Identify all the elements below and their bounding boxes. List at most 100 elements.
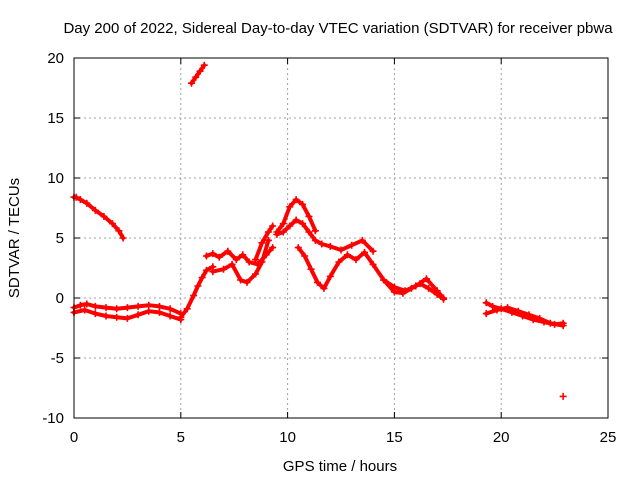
x-tick-label: 10	[279, 429, 296, 446]
data-point	[422, 275, 430, 283]
data-point	[123, 304, 131, 312]
data-point	[337, 246, 345, 254]
data-point	[311, 227, 319, 235]
series-arc-h	[273, 196, 319, 236]
data-point	[273, 230, 281, 238]
y-tick-label: 5	[56, 230, 64, 247]
data-point	[134, 311, 142, 319]
data-point	[83, 199, 91, 207]
series-arc-f	[209, 236, 272, 286]
data-point	[279, 220, 287, 228]
grid-lines	[74, 58, 608, 418]
data-point	[482, 310, 490, 318]
data-point	[401, 287, 409, 295]
data-point	[76, 301, 84, 309]
data-point	[192, 73, 200, 81]
data-point	[202, 266, 210, 274]
data-point	[237, 276, 245, 284]
data-point	[314, 278, 322, 286]
data-point	[299, 200, 307, 208]
data-point	[493, 306, 501, 314]
data-point	[76, 196, 84, 204]
y-tick-label: -5	[51, 350, 64, 367]
data-point	[292, 216, 300, 224]
data-point	[292, 196, 300, 204]
data-point	[305, 212, 313, 220]
data-point	[380, 276, 388, 284]
data-point	[119, 234, 127, 242]
series-arc-i	[273, 216, 377, 255]
data-point	[198, 274, 206, 282]
data-point	[489, 302, 497, 310]
data-point	[504, 304, 512, 312]
series-arc-m	[482, 304, 567, 330]
data-point	[232, 256, 240, 264]
data-point	[286, 203, 294, 211]
data-point	[307, 265, 315, 273]
data-point	[311, 236, 319, 244]
data-point	[546, 319, 554, 327]
data-point	[108, 220, 116, 228]
data-point	[369, 247, 377, 255]
data-point	[91, 310, 99, 318]
data-point	[326, 272, 334, 280]
data-point	[100, 212, 108, 220]
y-tick-label: 20	[47, 50, 64, 67]
data-point	[440, 294, 448, 302]
data-point	[252, 270, 260, 278]
data-point	[134, 302, 142, 310]
data-point	[559, 392, 567, 400]
data-point	[559, 322, 567, 330]
data-point	[305, 228, 313, 236]
data-point	[269, 222, 277, 230]
data-point	[145, 301, 153, 309]
data-point	[352, 256, 360, 264]
data-point	[81, 306, 89, 314]
data-point	[269, 244, 277, 252]
data-point	[183, 305, 191, 313]
x-tick-label: 20	[493, 429, 510, 446]
data-point	[343, 251, 351, 259]
data-point	[155, 302, 163, 310]
series-arc-d	[187, 61, 208, 87]
data-point	[482, 299, 490, 307]
series-line	[274, 218, 375, 254]
data-point	[83, 300, 91, 308]
data-series	[70, 61, 567, 400]
data-point	[220, 265, 228, 273]
data-point	[360, 248, 368, 256]
data-point	[279, 228, 287, 236]
data-point	[123, 314, 131, 322]
data-point	[514, 307, 522, 315]
data-point	[209, 268, 217, 276]
data-point	[113, 305, 121, 313]
y-tick-label: 0	[56, 290, 64, 307]
data-point	[155, 308, 163, 316]
series-line	[296, 245, 446, 302]
data-point	[166, 312, 174, 320]
data-point	[299, 220, 307, 228]
data-point	[202, 252, 210, 260]
data-point	[215, 253, 223, 261]
series-arc-c	[177, 263, 217, 321]
data-point	[209, 250, 217, 258]
series-arc-j	[294, 244, 448, 303]
y-axis-label: SDTVAR / TECUs	[6, 178, 23, 298]
data-point	[91, 302, 99, 310]
series-arc-g	[252, 222, 277, 264]
series-arc-a	[70, 193, 127, 242]
data-point	[294, 244, 302, 252]
data-point	[245, 258, 253, 266]
x-tick-label: 0	[70, 429, 78, 446]
data-point	[326, 242, 334, 250]
data-point	[433, 287, 441, 295]
data-point	[177, 313, 185, 321]
series-line	[253, 224, 275, 262]
data-point	[358, 236, 366, 244]
data-point	[115, 227, 123, 235]
data-point	[200, 61, 208, 69]
data-point	[525, 311, 533, 319]
data-point	[425, 284, 433, 292]
data-point	[301, 252, 309, 260]
y-tick-label: 10	[47, 170, 64, 187]
